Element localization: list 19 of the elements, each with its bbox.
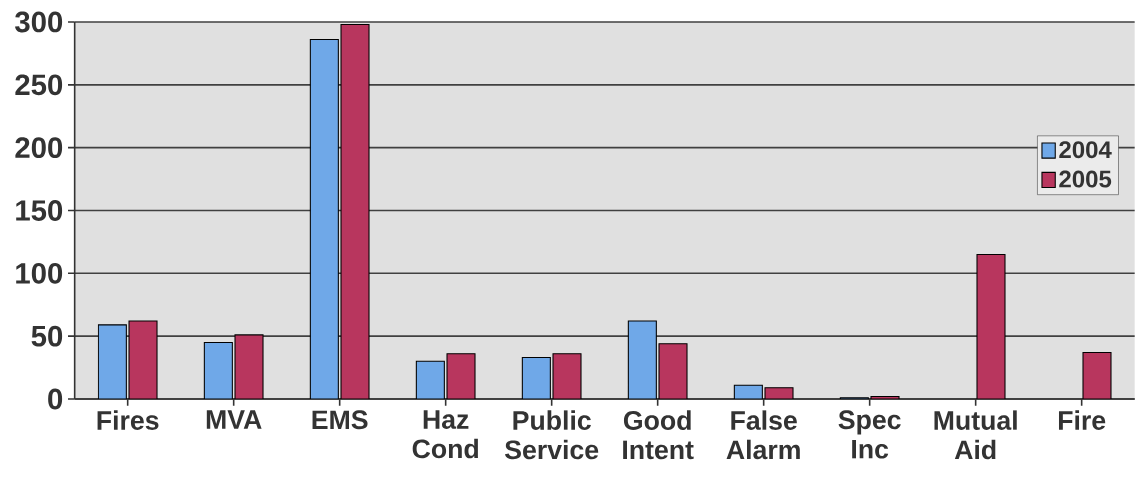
x-tick-label: Mutual Aid	[934, 410, 1017, 460]
y-tick-label: 50	[31, 325, 63, 347]
x-tick-label: EMS	[312, 410, 368, 430]
x-tick-label: False Alarm	[726, 410, 800, 460]
x-tick-label: Public Service	[505, 410, 599, 460]
x-tick-label: MVA	[206, 410, 262, 429]
x-tick-label: Spec Inc	[838, 410, 901, 459]
y-tick-label: 250	[15, 74, 63, 96]
y-tick-label: 150	[16, 200, 63, 221]
y-tick-label: 0	[48, 388, 63, 410]
y-tick-label: 100	[16, 262, 63, 284]
legend-label: 2005	[1059, 170, 1112, 188]
x-tick-label: Fires	[97, 410, 159, 430]
y-tick-label: 300	[15, 11, 63, 33]
x-tick-label: Haz Cond	[412, 410, 478, 459]
x-tick-label: Fire	[1058, 410, 1106, 430]
y-tick-label: 200	[15, 137, 63, 159]
x-tick-label: Good Intent	[623, 410, 694, 460]
legend-label: 2004	[1059, 141, 1112, 159]
